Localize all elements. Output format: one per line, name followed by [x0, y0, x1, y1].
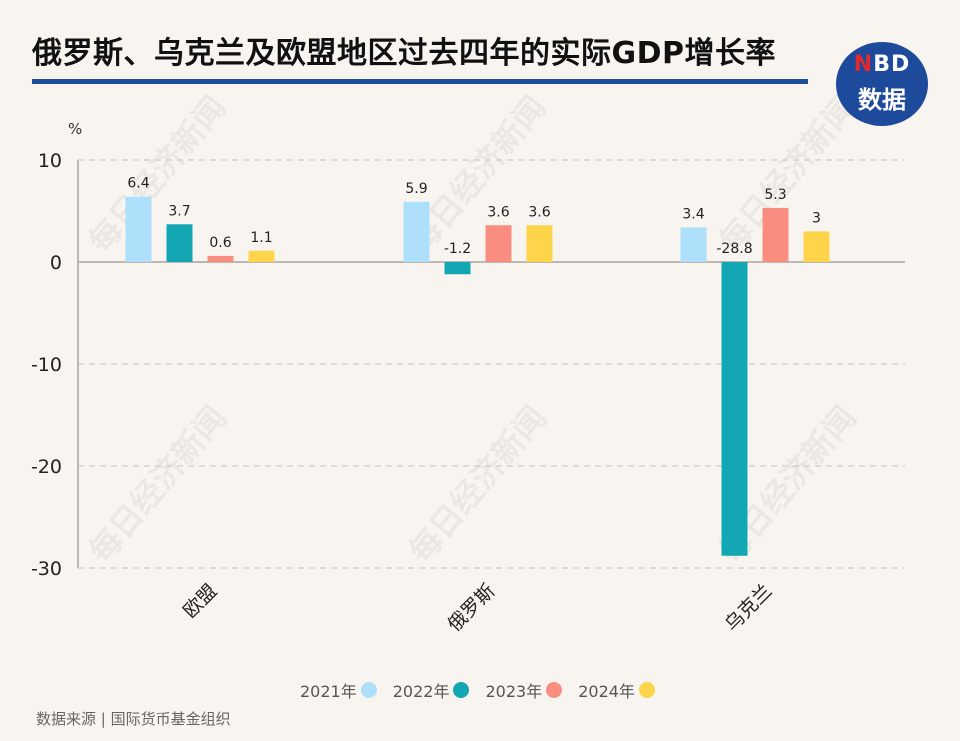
- data-source: 数据来源 | 国际货币基金组织: [36, 710, 231, 728]
- logo-accent-letter: N: [853, 52, 874, 77]
- logo-top-text: BD: [873, 52, 911, 77]
- logo-bottom-text: 数据: [858, 86, 906, 114]
- y-tick-labels: 10 0 -10 -20 -30: [31, 150, 62, 580]
- data-label: -28.8: [716, 241, 752, 257]
- y-tick-label: -30: [31, 558, 62, 580]
- legend-label: 2023年: [485, 682, 543, 701]
- bar-2023年-欧盟: [207, 255, 234, 262]
- nbd-data-logo: NBD 数据: [836, 42, 928, 126]
- x-tick-label: 乌克兰: [721, 580, 777, 636]
- legend-item: 2024年: [578, 678, 655, 702]
- y-tick-label: -10: [31, 354, 62, 376]
- data-label: -1.2: [444, 241, 471, 257]
- data-label: 0.6: [209, 235, 231, 251]
- x-tick-label: 欧盟: [179, 580, 221, 622]
- y-tick-label: -20: [31, 456, 62, 478]
- bar-2021年-欧盟: [125, 196, 152, 262]
- bar-2024年-欧盟: [248, 250, 275, 262]
- bars: [125, 196, 830, 556]
- data-labels: 6.4 3.7 0.6 1.1 5.9 -1.2 3.6 3.6 3.4 -28.8 5.3 3: [127, 176, 821, 257]
- y-axis-label: %: [68, 120, 82, 138]
- legend-item: 2021年: [300, 678, 377, 702]
- data-label: 3.6: [528, 204, 550, 220]
- bar-2022年-乌克兰: [721, 262, 748, 556]
- chart-title: 俄罗斯、乌克兰及欧盟地区过去四年的实际GDP增长率: [32, 36, 777, 71]
- legend-item: 2022年: [393, 678, 470, 702]
- bar-2021年-乌克兰: [680, 227, 707, 262]
- data-label: 3.6: [487, 204, 509, 220]
- legend-dot-icon: [638, 682, 655, 698]
- logo-nbd-text: NBD: [836, 52, 928, 77]
- y-tick-label: 10: [38, 150, 62, 172]
- bar-2023年-俄罗斯: [485, 225, 512, 262]
- bar-2022年-欧盟: [166, 224, 193, 262]
- legend-item: 2023年: [485, 678, 563, 702]
- bar-2022年-俄罗斯: [444, 262, 471, 275]
- data-label: 1.1: [250, 230, 272, 246]
- legend-label: 2022年: [392, 682, 450, 701]
- y-tick-label: 0: [50, 252, 62, 274]
- data-label: 3: [812, 210, 821, 226]
- legend-dot-icon: [453, 682, 470, 698]
- title-underline: [32, 79, 808, 84]
- data-label: 5.3: [764, 187, 786, 203]
- data-label: 3.4: [682, 206, 704, 222]
- bar-2023年-乌克兰: [762, 207, 789, 262]
- data-label: 6.4: [127, 176, 149, 192]
- legend-dot-icon: [546, 682, 563, 698]
- bar-2021年-俄罗斯: [403, 201, 430, 262]
- legend-label: 2024年: [578, 682, 635, 701]
- x-tick-label: 俄罗斯: [444, 580, 500, 636]
- legend: 2021年 2022年 2023年 2024年: [300, 678, 671, 702]
- data-label: 3.7: [168, 203, 190, 219]
- legend-label: 2021年: [300, 682, 357, 701]
- legend-dot-icon: [360, 682, 377, 698]
- bar-2024年-俄罗斯: [526, 225, 553, 262]
- data-label: 5.9: [405, 181, 427, 197]
- x-tick-labels: 欧盟 俄罗斯 乌克兰: [179, 580, 776, 636]
- bar-2024年-乌克兰: [803, 231, 830, 262]
